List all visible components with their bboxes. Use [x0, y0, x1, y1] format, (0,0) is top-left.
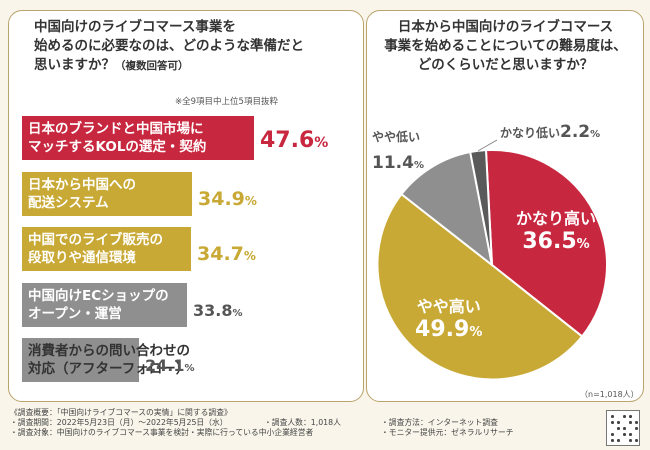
bar	[22, 282, 187, 327]
left-title-line-3: 思いますか？（複数回答可）	[34, 56, 354, 76]
sample-size-note: （n=1,018人）	[580, 390, 639, 399]
bar-value-label: 47.6%	[260, 128, 329, 153]
logo-dot	[629, 433, 632, 436]
bar-label-line-1: 日本から中国への	[28, 176, 136, 193]
left-title-line-2: 始めるのに必要なのは、どのような準備だと	[34, 38, 304, 54]
logo-dot	[611, 415, 614, 418]
bar-value-label: 34.7%	[197, 243, 256, 265]
bar-row: 消費者からの問い合わせの 対応（アフターフォロー） 24.1%	[22, 338, 352, 382]
left-title-line-1: 中国向けのライブコマース事業を	[34, 19, 236, 35]
left-question-title: 中国向けのライブコマース事業を 始めるのに必要なのは、どのような準備だと 思いま…	[34, 18, 354, 76]
right-title-line-2: 事業を始めることについての難易度は、	[384, 38, 627, 54]
bar-row: 日本のブランドと中国市場に マッチするKOLの選定・契約 47.6%	[22, 116, 352, 160]
logo-dot	[629, 439, 632, 442]
logo-dot	[629, 415, 632, 418]
right-question-title: 日本から中国向けのライブコマース 事業を始めることについての難易度は、 どのくら…	[373, 18, 638, 75]
footer-left: 《調査概要：「中国向けライブコマースの実情」に関する調査》 ・調査期間：2022…	[10, 408, 313, 438]
right-title-line-1: 日本から中国向けのライブコマース	[397, 19, 614, 35]
bar-value-label: 24.1%	[145, 356, 195, 375]
bar	[22, 171, 192, 216]
logo-dot	[635, 421, 638, 424]
footer-survey-count: ・調査人数：1,018人	[264, 418, 341, 427]
logo-dot	[635, 439, 638, 442]
logo-dot	[611, 421, 614, 424]
bar-label-line-2: オープン・運営	[28, 305, 122, 322]
logo-dot	[635, 427, 638, 430]
logo-dot	[611, 439, 614, 442]
footer-monitor-source: ・モニター提供元：ゼネラルリサーチ	[381, 428, 514, 437]
bar-row: 中国向けECショップの オープン・運営 33.8%	[22, 282, 352, 327]
footer-survey-title: 《調査概要：「中国向けライブコマースの実情」に関する調査》	[10, 408, 232, 417]
logo-dot	[617, 421, 620, 424]
brand-logo-icon	[606, 410, 640, 446]
bar-label-line-1: 中国向けECショップの	[28, 287, 169, 304]
bar-value-label: 34.9%	[198, 187, 257, 210]
footer-middle: ・調査人数：1,018人	[264, 418, 341, 428]
bar-label-line-2: マッチするKOLの選定・契約	[28, 139, 207, 155]
footer-survey-target: ・調査対象：中国向けのライブコマース事業を検討・実際に行っている中小企業経営者	[10, 428, 314, 437]
logo-dot	[629, 421, 632, 424]
logo-dot	[623, 433, 626, 436]
logo-dot	[617, 427, 620, 430]
logo-dot	[623, 427, 626, 430]
bar-row: 中国でのライブ販売の 段取りや通信環境 34.7%	[22, 227, 352, 271]
logo-dot	[617, 439, 620, 442]
bar	[22, 338, 139, 382]
left-title-line-3-text: 思いますか？	[34, 57, 115, 73]
bar	[22, 116, 254, 160]
bar-label-line-1: 日本のブランドと中国市場に	[28, 121, 204, 137]
left-note: ※全9項目中上位5項目抜粋	[175, 97, 278, 107]
bar-row: 日本から中国への 配送システム 34.9%	[22, 171, 352, 216]
footer-survey-period: ・調査期間：2022年5月23日（月）～2022年5月25日（水）	[10, 418, 228, 427]
bar-value-label: 33.8%	[193, 300, 243, 320]
left-title-suffix: （複数回答可）	[115, 60, 189, 72]
bar-label-line-2: 配送システム	[28, 194, 109, 211]
footer-right: ・調査方法：インターネット調査 ・モニター提供元：ゼネラルリサーチ	[381, 418, 514, 438]
bar-label-line-2: 対応（アフターフォロー）	[28, 361, 190, 377]
bar-label-line-2: 段取りや通信環境	[28, 250, 136, 266]
logo-dot	[623, 415, 626, 418]
logo-dot	[611, 433, 614, 436]
footer-survey-method: ・調査方法：インターネット調査	[381, 418, 498, 427]
bar	[22, 227, 191, 271]
bar-label-line-1: 中国でのライブ販売の	[28, 232, 163, 248]
bar-label-line-1: 消費者からの問い合わせの	[28, 343, 190, 359]
right-title-line-3: どのくらいだと思いますか？	[417, 57, 594, 73]
